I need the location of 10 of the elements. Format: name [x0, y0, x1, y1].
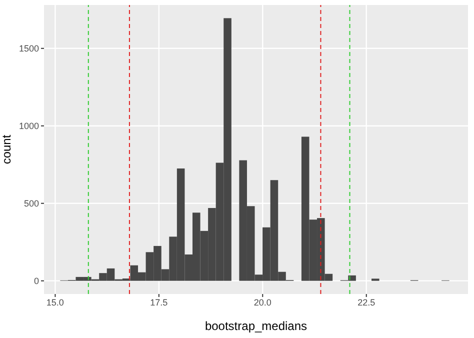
y-tick-label: 0 [34, 276, 39, 286]
y-tick-label: 500 [24, 198, 39, 209]
y-tick-label: 1000 [18, 121, 39, 132]
y-axis-title: count [0, 134, 14, 164]
x-tick-label: 22.5 [358, 297, 376, 308]
x-tick-label: 17.5 [150, 297, 168, 308]
x-tick-label: 15.0 [46, 297, 64, 308]
x-axis-title: bootstrap_medians [204, 319, 308, 333]
y-tick-label: 1500 [18, 44, 39, 54]
x-tick-label: 20.0 [254, 297, 272, 308]
